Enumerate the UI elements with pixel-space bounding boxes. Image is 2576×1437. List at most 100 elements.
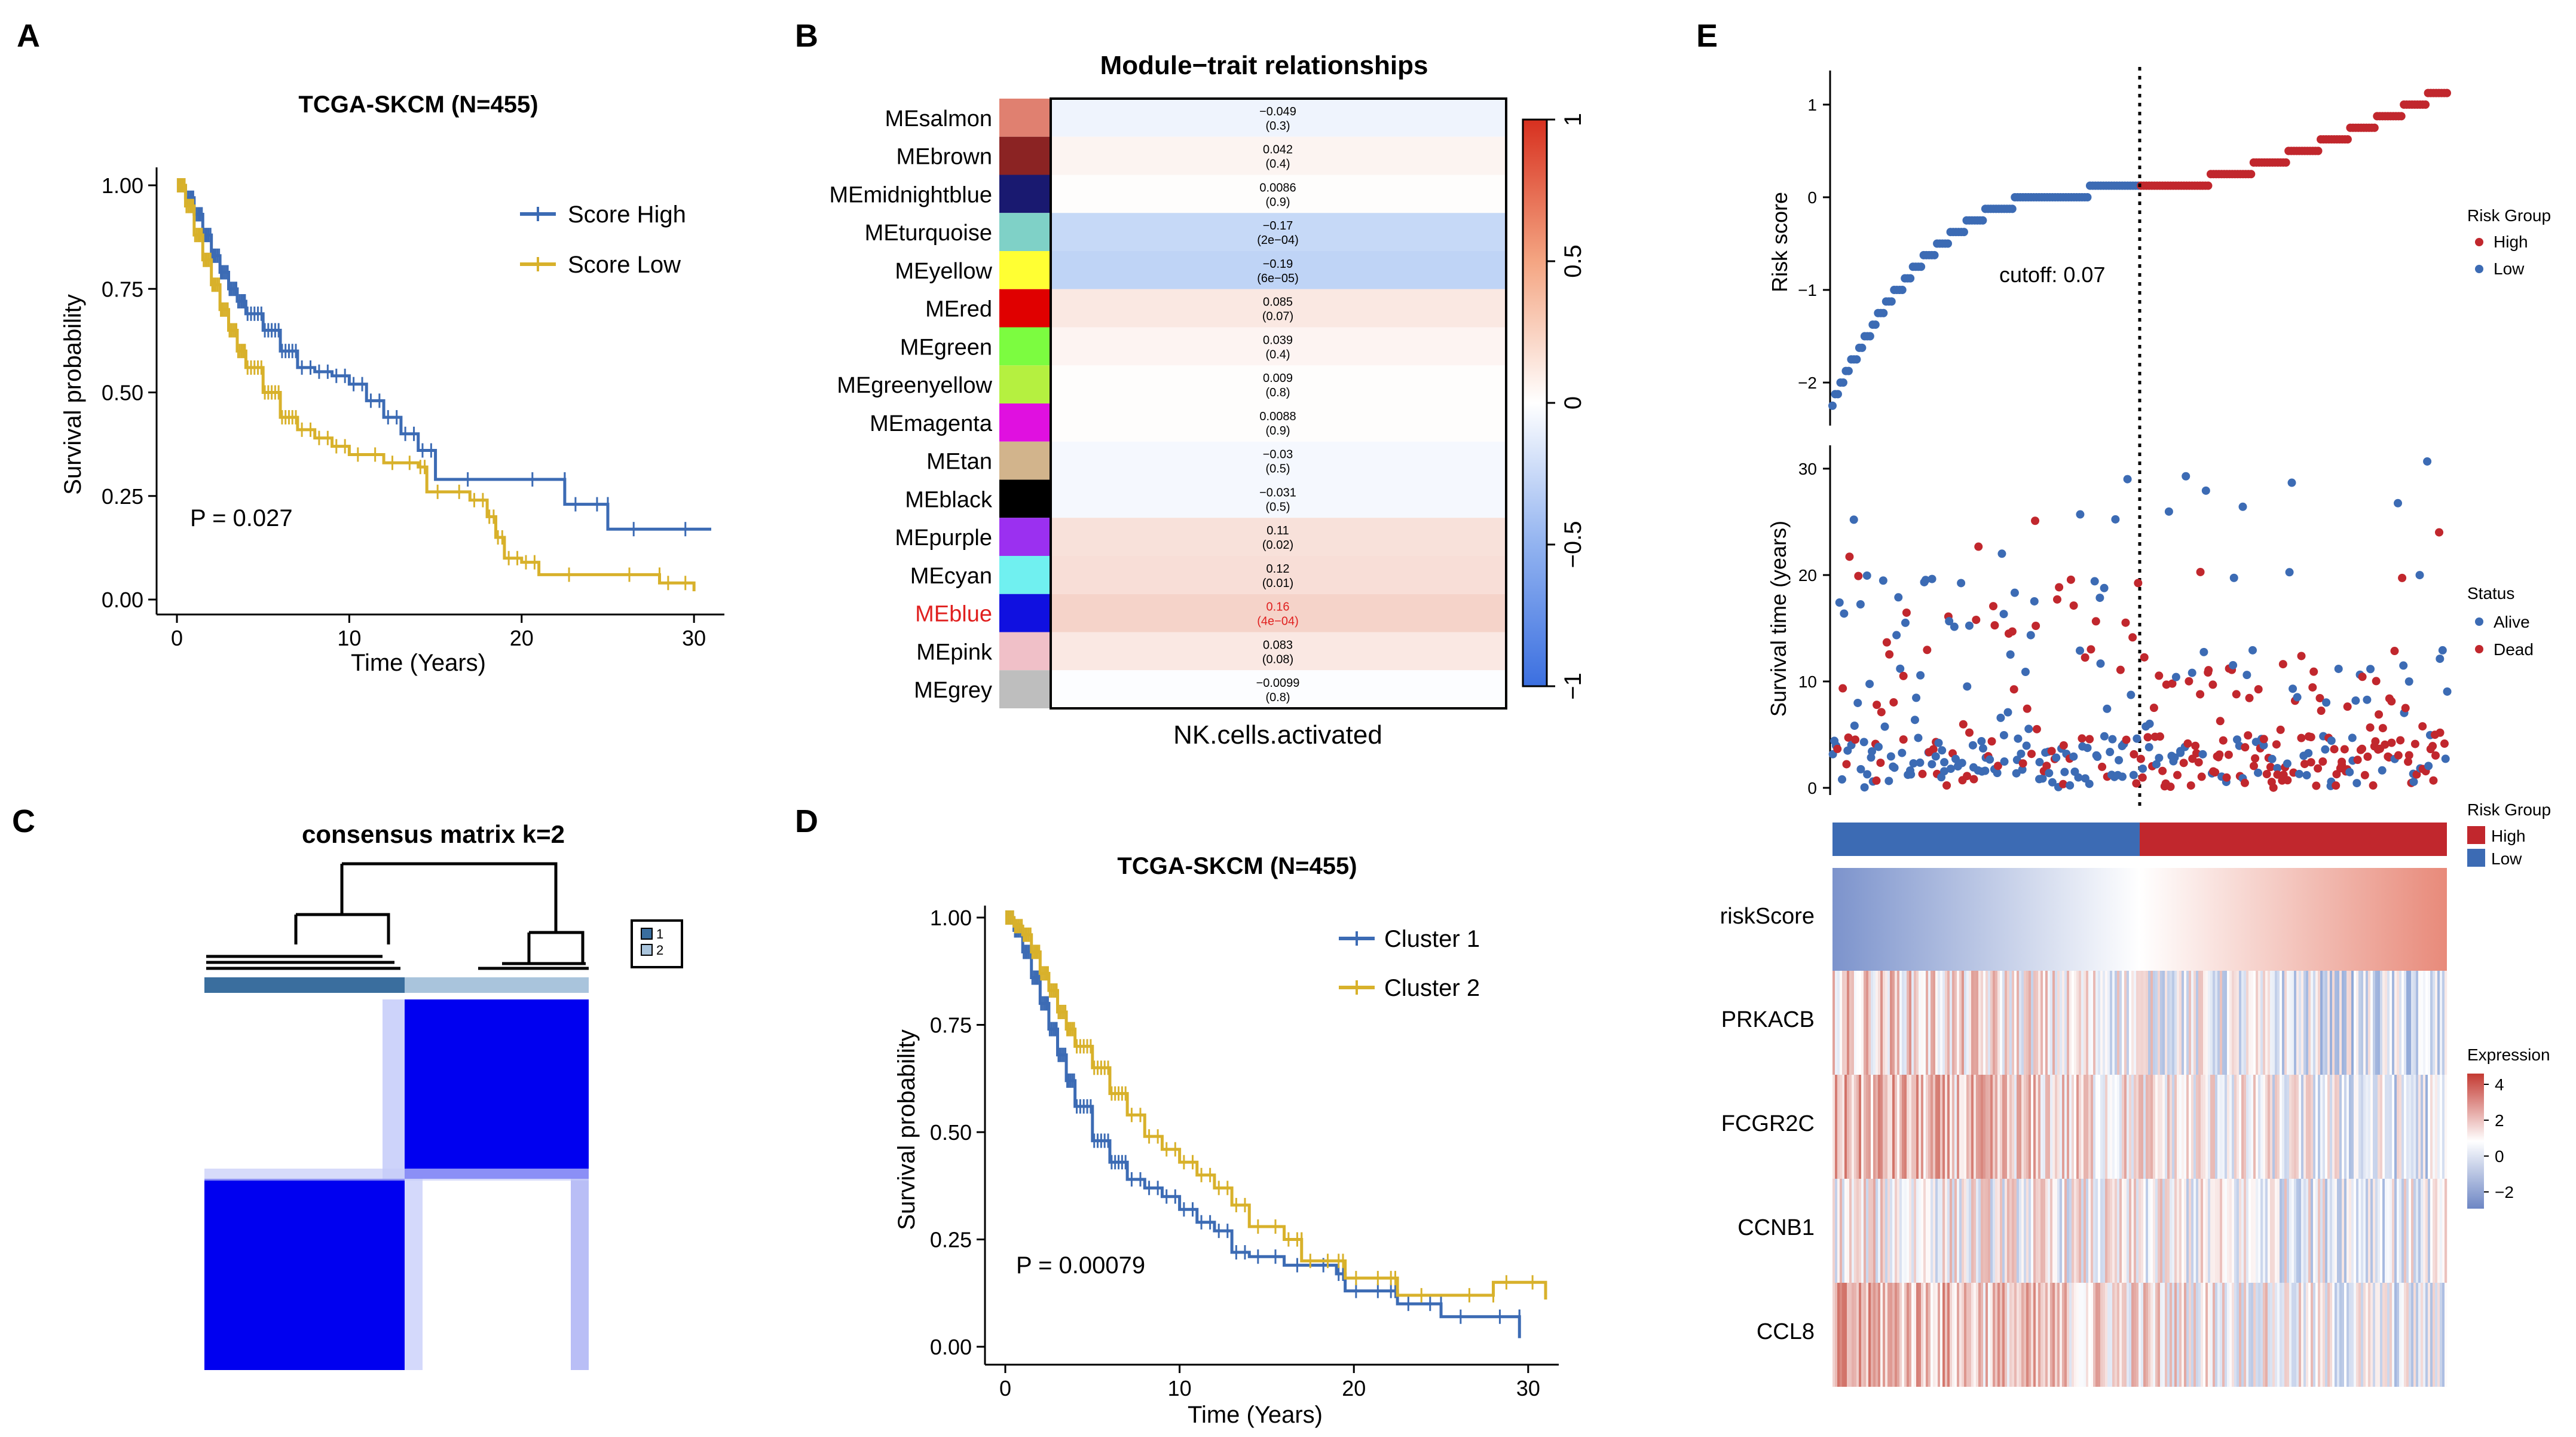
surv-point-dead bbox=[1923, 646, 1932, 655]
heat-cell bbox=[1957, 1179, 1960, 1283]
heat-cell bbox=[1837, 1179, 1840, 1283]
heat-cell bbox=[2229, 971, 2232, 1075]
heat-cell bbox=[2024, 1283, 2027, 1387]
heat-cell bbox=[1919, 971, 1922, 1075]
module-label-MEblue: MEblue bbox=[915, 602, 992, 627]
panel-d-km-plot: TCGA-SKCM (N=455) 0.000.250.500.751.000 1… bbox=[894, 853, 1559, 1428]
heat-cell bbox=[2038, 1075, 2041, 1179]
heat-cell bbox=[2430, 971, 2433, 1075]
surv-point-dead bbox=[2306, 733, 2315, 742]
heat-cell bbox=[1959, 1283, 1962, 1387]
risk-point-high bbox=[2281, 158, 2290, 167]
heat-cell bbox=[1931, 971, 1933, 1075]
heat-cell bbox=[1840, 1075, 1843, 1179]
heat-cell bbox=[2299, 1283, 2302, 1387]
surv-point-dead bbox=[2369, 781, 2378, 790]
heat-cell bbox=[2172, 1075, 2175, 1179]
surv-point-dead bbox=[2309, 667, 2318, 676]
heat-cell bbox=[2170, 1283, 2173, 1387]
heat-cell bbox=[2074, 1283, 2077, 1387]
surv-point-dead bbox=[2410, 739, 2419, 748]
heat-cell bbox=[2392, 1075, 2395, 1179]
heat-cell bbox=[1844, 1075, 1847, 1179]
heat-cell bbox=[2287, 971, 2290, 1075]
heat-cell bbox=[2189, 1179, 2192, 1283]
heat-cell bbox=[2208, 1179, 2211, 1283]
surv-point-alive bbox=[2006, 650, 2015, 659]
heat-cell bbox=[1909, 971, 1912, 1075]
panel-d-ytick-label: 0.00 bbox=[930, 1335, 972, 1359]
heat-cell bbox=[2440, 1075, 2443, 1179]
heat-cell bbox=[2062, 971, 2065, 1075]
heat-cell bbox=[2009, 1075, 2012, 1179]
heat-cell bbox=[2179, 971, 2182, 1075]
heat-cell bbox=[2246, 971, 2249, 1075]
heat-cell bbox=[2325, 971, 2328, 1075]
surv-point-alive bbox=[1928, 760, 1936, 769]
heat-cell bbox=[1907, 1283, 1910, 1387]
surv-point-alive bbox=[1914, 733, 1923, 742]
surv-point-dead bbox=[2224, 750, 2233, 759]
heat-cell bbox=[2105, 971, 2108, 1075]
surv-point-dead bbox=[2390, 647, 2399, 656]
surv-point-dead bbox=[2204, 666, 2213, 675]
heat-cell bbox=[2184, 1179, 2187, 1283]
heat-cell bbox=[1856, 1179, 1859, 1283]
module-color-MEpurple bbox=[999, 518, 1050, 556]
heat-cell bbox=[2282, 1283, 2285, 1387]
heat-cell bbox=[2062, 1075, 2065, 1179]
surv-point-alive bbox=[2060, 768, 2069, 776]
heat-cell bbox=[2356, 1179, 2359, 1283]
heat-cell bbox=[1988, 1179, 1991, 1283]
heat-cell bbox=[2289, 1179, 2292, 1283]
heat-cell bbox=[2107, 971, 2110, 1075]
module-color-MEcyan bbox=[999, 556, 1050, 594]
heat-cell bbox=[2268, 971, 2271, 1075]
heat-cell bbox=[1940, 1283, 1943, 1387]
panel-e-heat-legend-low: Low bbox=[2491, 849, 2522, 868]
heat-cell bbox=[1847, 1179, 1850, 1283]
heat-cell bbox=[1883, 1075, 1886, 1179]
heat-cell bbox=[2397, 971, 2400, 1075]
panel-a-km-plot: TCGA-SKCM (N=455) 0.000.250.500.751.000 1… bbox=[60, 91, 724, 676]
panel-d-ylabel: Survival probability bbox=[894, 1029, 920, 1230]
heat-label-PRKACB: PRKACB bbox=[1721, 1007, 1815, 1032]
surv-point-alive bbox=[1850, 721, 1859, 730]
risk-ytick-label: −1 bbox=[1798, 281, 1817, 299]
heat-cell bbox=[1971, 1075, 1974, 1179]
heat-cell bbox=[1873, 1075, 1876, 1179]
heat-cell bbox=[1880, 1075, 1883, 1179]
heat-cell bbox=[2416, 971, 2419, 1075]
heat-cell bbox=[2368, 1179, 2371, 1283]
heat-cell bbox=[2160, 971, 2163, 1075]
heat-cell bbox=[2361, 1075, 2364, 1179]
module-color-MEyellow bbox=[999, 251, 1050, 289]
heat-cell bbox=[2210, 971, 2213, 1075]
heat-cell bbox=[2170, 1179, 2173, 1283]
heat-cell bbox=[2081, 971, 2084, 1075]
heat-cell bbox=[2000, 1179, 2003, 1283]
surv-point-dead bbox=[2027, 750, 2036, 759]
module-label-MEgrey: MEgrey bbox=[914, 678, 992, 703]
surv-point-dead bbox=[2173, 771, 2182, 779]
heat-cell bbox=[2332, 1179, 2335, 1283]
heat-cell-MEpink bbox=[1051, 632, 1506, 671]
heat-cell bbox=[2284, 1283, 2287, 1387]
surv-point-alive bbox=[2066, 781, 2075, 790]
heat-cell bbox=[2229, 1179, 2232, 1283]
heat-cell bbox=[1890, 1179, 1893, 1283]
panel-e-risk-legend-high: High bbox=[2494, 233, 2528, 251]
heat-cell bbox=[1892, 1075, 1895, 1179]
risk-ytick-label: −2 bbox=[1798, 374, 1817, 392]
heat-cell bbox=[2311, 1283, 2314, 1387]
heat-cell bbox=[1962, 1075, 1965, 1179]
heat-pvalue-MEblue: (4e−04) bbox=[1257, 615, 1299, 628]
heat-cell bbox=[2105, 1075, 2108, 1179]
heat-cell bbox=[2029, 971, 2032, 1075]
heat-value-MEpurple: 0.11 bbox=[1266, 524, 1289, 537]
heat-cell bbox=[1864, 1283, 1867, 1387]
heat-cell bbox=[2323, 971, 2326, 1075]
heat-cell bbox=[1909, 1075, 1912, 1179]
heat-cell bbox=[2098, 971, 2101, 1075]
heat-cell bbox=[2110, 1075, 2113, 1179]
